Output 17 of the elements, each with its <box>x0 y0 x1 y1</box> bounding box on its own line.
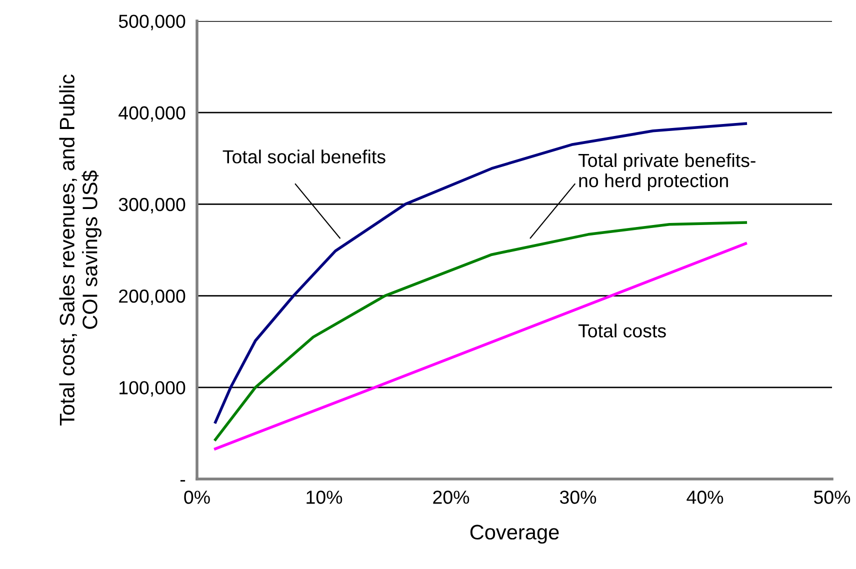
annotation: Total social benefits <box>222 150 386 164</box>
y-tick-label: 500,000 <box>118 14 186 30</box>
x-tick-label: 0% <box>184 490 210 504</box>
x-tick-label: 20% <box>433 490 470 504</box>
y-tick-label: 400,000 <box>118 106 186 122</box>
annotation: Total costs <box>578 324 666 338</box>
x-tick-label: 10% <box>306 490 342 504</box>
x-tick-label: 50% <box>814 490 850 504</box>
y-tick-label: - <box>180 480 186 482</box>
annotation: Total private benefits- no herd protection <box>578 153 756 191</box>
y-tick-label: 200,000 <box>119 290 186 305</box>
y-tick-label: 300,000 <box>118 198 186 214</box>
y-axis-title: Total cost, Sales revenues, and Public COI savings US$ <box>59 74 102 426</box>
x-axis-title: Coverage <box>470 524 559 544</box>
x-tick-label: 30% <box>560 490 596 504</box>
x-tick-label: 40% <box>686 490 724 504</box>
y-tick-label: 100,000 <box>120 381 186 397</box>
